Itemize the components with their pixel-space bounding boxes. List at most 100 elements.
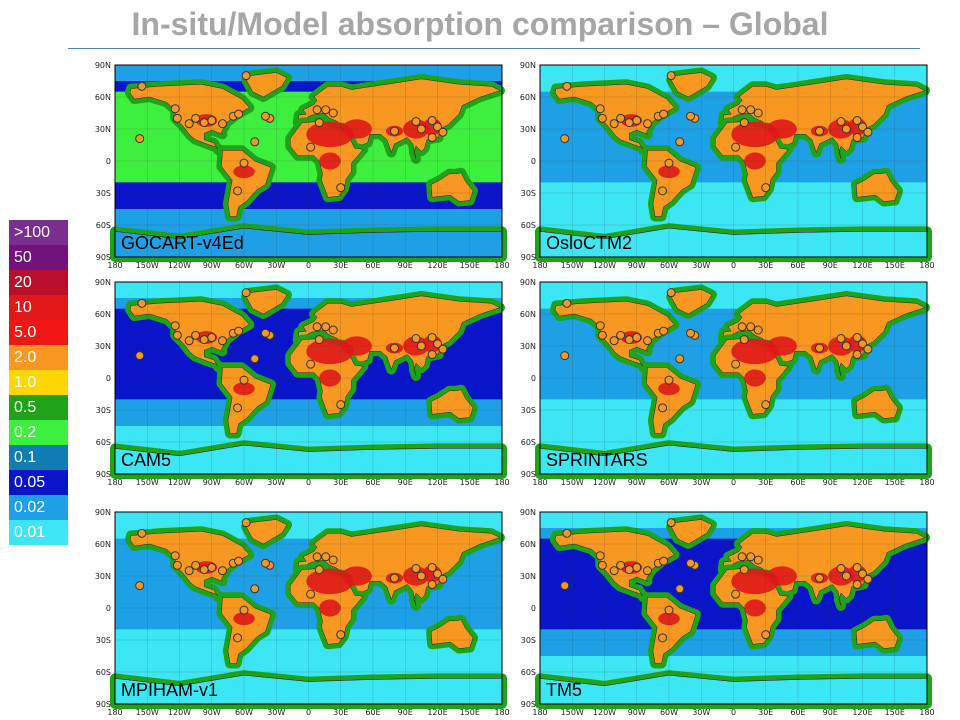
- lon-tick-label: 150E: [885, 708, 905, 717]
- station-marker: [336, 183, 346, 193]
- station-marker: [312, 552, 322, 562]
- model-label: TM5: [546, 680, 582, 700]
- station-marker: [664, 605, 674, 615]
- lon-tick-label: 30E: [758, 478, 773, 487]
- station-marker: [312, 105, 322, 115]
- station-marker: [616, 560, 626, 570]
- map-frame: [114, 511, 503, 705]
- legend-item: >100: [9, 220, 68, 245]
- station-marker: [438, 127, 448, 137]
- station-marker: [858, 339, 867, 349]
- greenland-landmass: [670, 289, 713, 315]
- lon-tick-label: 180: [494, 261, 509, 270]
- lon-tick-label: 0: [731, 708, 736, 717]
- lon-tick-label: 60E: [790, 478, 805, 487]
- station-marker: [261, 111, 270, 121]
- lon-tick-label: 180: [532, 708, 547, 717]
- station-marker: [433, 569, 442, 579]
- station-marker: [852, 133, 862, 143]
- lon-tick-label: 30E: [333, 708, 348, 717]
- model-label: SPRINTARS: [546, 450, 648, 470]
- station-marker: [234, 556, 244, 566]
- station-marker: [560, 351, 570, 361]
- station-marker: [411, 117, 421, 127]
- station-marker: [416, 124, 426, 134]
- lon-tick-label: 90W: [628, 708, 646, 717]
- model-label: GOCART-v4Ed: [121, 233, 244, 253]
- station-marker: [659, 109, 669, 119]
- lat-tick-label: 90N: [95, 508, 111, 517]
- lon-tick-label: 0: [306, 478, 311, 487]
- station-marker: [616, 113, 626, 123]
- lon-tick-label: 60W: [660, 708, 678, 717]
- station-marker: [753, 325, 763, 335]
- station-marker: [207, 332, 217, 342]
- lon-tick-label: 30E: [333, 261, 348, 270]
- lat-tick-label: 60N: [520, 93, 536, 102]
- station-marker: [207, 115, 217, 125]
- station-marker: [739, 118, 749, 128]
- lat-tick-label: 90S: [96, 470, 111, 479]
- station-marker: [241, 288, 251, 298]
- lat-tick-label: 30N: [95, 572, 111, 581]
- map-panel-sprintars: 90N 60N 30N 0 30S 60S 90S 180 150W 120W 90W 60W 30W 0…: [505, 272, 945, 487]
- lon-tick-label: 30E: [758, 261, 773, 270]
- station-marker: [761, 630, 771, 640]
- lat-tick-label: 60N: [95, 540, 111, 549]
- station-marker: [427, 350, 437, 360]
- station-marker: [137, 81, 147, 91]
- station-marker: [170, 551, 180, 561]
- lon-tick-label: 120W: [593, 261, 616, 270]
- lon-tick-label: 90W: [628, 261, 646, 270]
- legend-item: 10: [9, 295, 68, 320]
- lon-tick-label: 60W: [660, 261, 678, 270]
- station-marker: [233, 633, 243, 643]
- lat-tick-label: 60N: [520, 540, 536, 549]
- station-marker: [172, 113, 182, 123]
- station-marker: [841, 341, 851, 351]
- station-marker: [597, 330, 607, 340]
- station-marker: [239, 158, 249, 168]
- lat-tick-label: 60N: [95, 310, 111, 319]
- station-marker: [416, 341, 426, 351]
- high-absorption-region: [306, 338, 354, 365]
- lon-tick-label: 60E: [790, 708, 805, 717]
- model-label: CAM5: [121, 450, 171, 470]
- station-marker: [427, 580, 437, 590]
- lon-tick-label: 120E: [852, 708, 872, 717]
- station-marker: [737, 322, 747, 332]
- lat-tick-label: 30S: [521, 406, 536, 415]
- station-marker: [841, 124, 851, 134]
- station-marker: [686, 558, 695, 568]
- lon-tick-label: 30W: [267, 708, 285, 717]
- lon-tick-label: 30W: [267, 261, 285, 270]
- lon-tick-label: 150W: [561, 708, 584, 717]
- legend-item: 0.2: [9, 420, 68, 445]
- map-panel-cam5: 90N 60N 30N 0 30S 60S 90S 180 150W 120W 90W 60W 30W 0…: [80, 272, 520, 487]
- station-marker: [731, 589, 741, 599]
- greenland-landmass: [670, 72, 713, 98]
- station-marker: [427, 332, 437, 342]
- station-marker: [390, 126, 399, 136]
- station-marker: [390, 343, 399, 353]
- station-marker: [312, 322, 322, 332]
- station-marker: [616, 330, 626, 340]
- lon-tick-label: 30E: [758, 708, 773, 717]
- lon-tick-label: 180: [494, 478, 509, 487]
- lat-tick-label: 60S: [96, 221, 111, 230]
- station-marker: [863, 344, 873, 354]
- australia-landmass: [855, 619, 899, 649]
- lon-tick-label: 180: [532, 478, 547, 487]
- station-marker: [261, 558, 270, 568]
- color-legend: >100 50 20 10 5.0 2.0 1.0 0.5 0.2 0.1 0.…: [9, 220, 68, 545]
- lon-tick-label: 120W: [168, 261, 191, 270]
- station-marker: [336, 630, 346, 640]
- station-marker: [328, 555, 338, 565]
- high-absorption-region: [731, 338, 779, 365]
- lon-tick-label: 60E: [365, 261, 380, 270]
- lon-tick-label: 150E: [460, 708, 480, 717]
- station-marker: [658, 633, 668, 643]
